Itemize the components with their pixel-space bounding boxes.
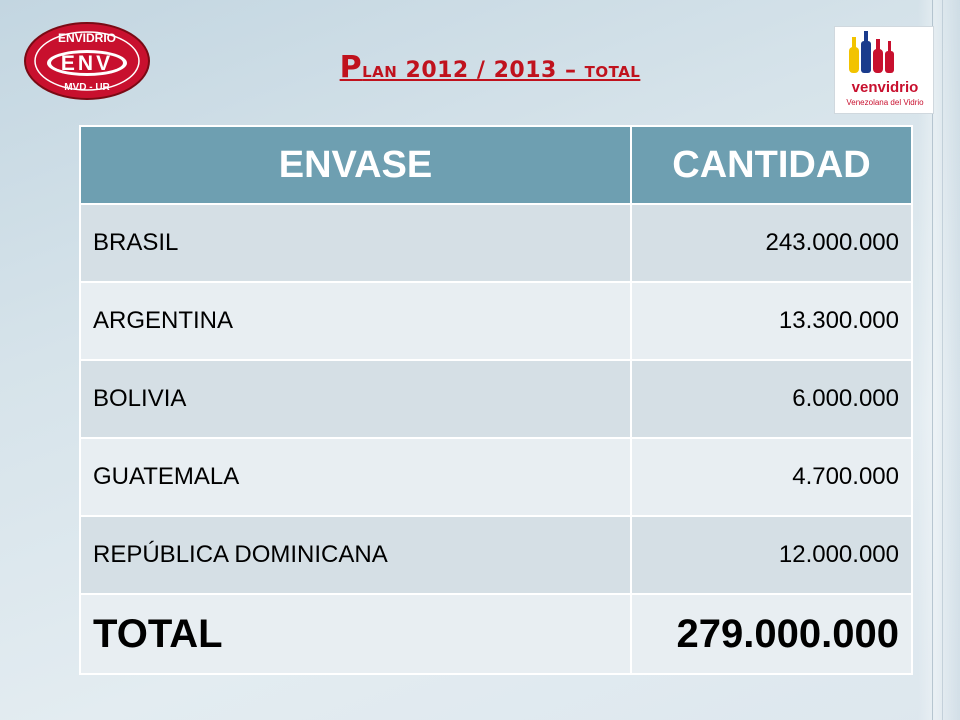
envidrio-logo: ENVIDRIO ENV MVD - UR — [22, 20, 152, 102]
table-row: ARGENTINA 13.300.000 — [79, 281, 913, 361]
page-title: Plan 2012 / 2013 – total — [160, 50, 820, 85]
total-value: 279.000.000 — [630, 593, 913, 675]
table-row: REPÚBLICA DOMINICANA 12.000.000 — [79, 515, 913, 595]
total-row: TOTAL 279.000.000 — [79, 593, 913, 675]
venvidrio-tagline: Venezolana del Vidrio — [846, 98, 924, 107]
table-row: BOLIVIA 6.000.000 — [79, 359, 913, 439]
cantidad-cell: 13.300.000 — [630, 281, 913, 361]
envase-cell: BOLIVIA — [79, 359, 632, 439]
column-header-cantidad: CANTIDAD — [630, 125, 913, 205]
table-row: BRASIL 243.000.000 — [79, 203, 913, 283]
envase-cell: REPÚBLICA DOMINICANA — [79, 515, 632, 595]
quantity-table: ENVASE CANTIDAD BRASIL 243.000.000 ARGEN… — [79, 125, 913, 675]
total-label: TOTAL — [79, 593, 632, 675]
envidrio-logo-main-text: ENV — [61, 52, 113, 75]
venvidrio-brand: venvidrio — [851, 79, 919, 96]
table-header-row: ENVASE CANTIDAD — [79, 125, 913, 205]
cantidad-cell: 6.000.000 — [630, 359, 913, 439]
cantidad-cell: 4.700.000 — [630, 437, 913, 517]
envase-cell: GUATEMALA — [79, 437, 632, 517]
cantidad-cell: 12.000.000 — [630, 515, 913, 595]
title-first-letter: P — [339, 50, 363, 85]
decorative-edge — [918, 0, 960, 720]
title-rest: lan 2012 / 2013 – total — [362, 58, 641, 83]
envidrio-logo-bottom-text: MVD - UR — [64, 82, 110, 93]
table-row: GUATEMALA 4.700.000 — [79, 437, 913, 517]
cantidad-cell: 243.000.000 — [630, 203, 913, 283]
envase-cell: BRASIL — [79, 203, 632, 283]
column-header-envase: ENVASE — [79, 125, 632, 205]
venvidrio-logo: venvidrio Venezolana del Vidrio — [834, 26, 934, 114]
envidrio-logo-top-text: ENVIDRIO — [58, 31, 116, 45]
envase-cell: ARGENTINA — [79, 281, 632, 361]
